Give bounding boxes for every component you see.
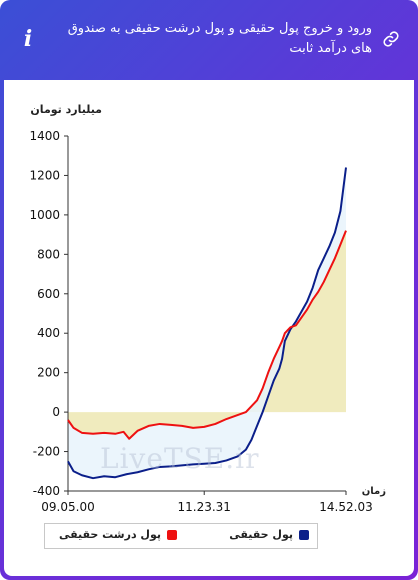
x-axis-label: زمان: [362, 486, 386, 497]
x-tick-label: 14.52.03: [319, 500, 372, 514]
y-axis-label: میلیارد تومان: [30, 103, 102, 116]
y-tick-label: 200: [37, 366, 60, 380]
area-fill: [68, 230, 346, 439]
legend-label: پول حقیقی: [229, 528, 293, 541]
chart-header: i ورود و خروج پول حقیقی و پول درشت حقیقی…: [4, 4, 414, 74]
legend-swatch: [167, 529, 177, 540]
watermark: LiveTSE.ir: [100, 442, 260, 475]
y-tick-label: 1000: [29, 208, 60, 222]
y-tick-label: 0: [52, 405, 60, 419]
y-tick-label: 800: [37, 247, 60, 261]
y-tick-label: 400: [37, 326, 60, 340]
chart-legend: پول حقیقی پول درشت حقیقی: [44, 523, 318, 549]
legend-item-real-money[interactable]: پول حقیقی: [229, 528, 309, 541]
legend-swatch: [299, 529, 309, 540]
legend-item-big-money[interactable]: پول درشت حقیقی: [59, 528, 177, 541]
y-tick-label: 1200: [29, 168, 60, 182]
x-tick-label: 09.05.00: [41, 500, 94, 514]
legend-label: پول درشت حقیقی: [58, 528, 161, 541]
y-tick-label: 1400: [29, 129, 60, 143]
link-icon[interactable]: [382, 30, 400, 48]
info-icon[interactable]: i: [23, 26, 33, 52]
y-tick-label: -200: [33, 445, 60, 459]
y-tick-label: -400: [33, 484, 60, 498]
series-line-2: [67, 230, 347, 440]
band-fill: [68, 167, 346, 479]
series-line-1: [67, 167, 347, 480]
chart-title: ورود و خروج پول حقیقی و پول درشت حقیقی ب…: [67, 21, 372, 56]
y-tick-label: 600: [37, 287, 60, 301]
x-tick-label: 11.23.31: [178, 500, 231, 514]
